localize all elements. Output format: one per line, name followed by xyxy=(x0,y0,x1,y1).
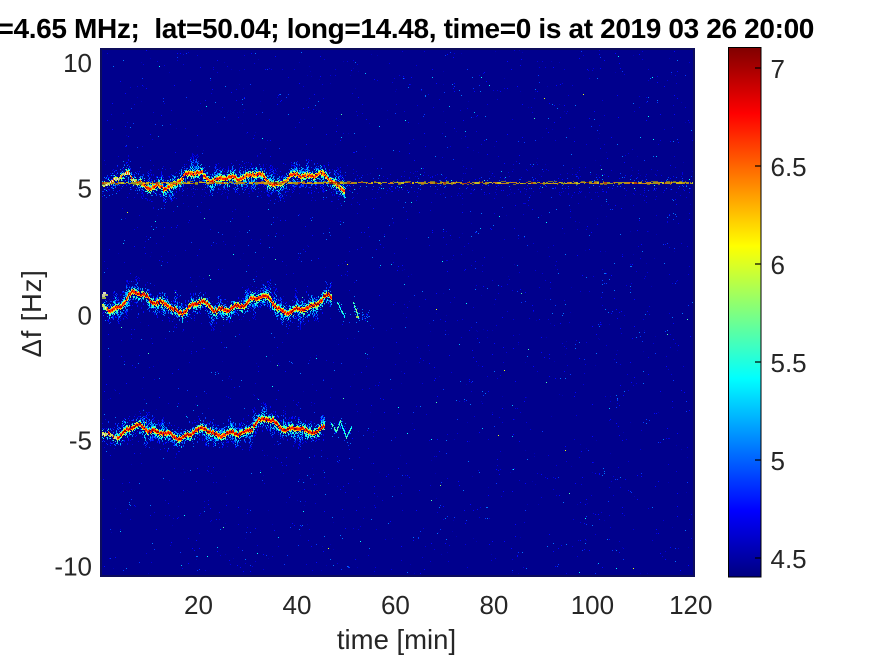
svg-text:-5: -5 xyxy=(69,426,92,456)
svg-text:=4.65 MHz; lat=50.04; long=14: =4.65 MHz; lat=50.04; long=14.48, time=0… xyxy=(0,13,814,44)
svg-text:60: 60 xyxy=(381,590,410,620)
svg-text:7: 7 xyxy=(771,54,785,84)
svg-text:40: 40 xyxy=(283,590,312,620)
svg-text:20: 20 xyxy=(184,590,213,620)
svg-text:-10: -10 xyxy=(54,552,92,582)
svg-text:5.5: 5.5 xyxy=(771,348,807,378)
svg-text:time [min]: time [min] xyxy=(337,624,456,655)
svg-text:80: 80 xyxy=(479,590,508,620)
svg-text:5: 5 xyxy=(771,446,785,476)
svg-text:120: 120 xyxy=(669,590,712,620)
svg-text:100: 100 xyxy=(571,590,614,620)
svg-text:Δf [Hz]: Δf [Hz] xyxy=(16,269,47,357)
svg-text:6.5: 6.5 xyxy=(771,152,807,182)
svg-text:5: 5 xyxy=(78,174,92,204)
svg-text:10: 10 xyxy=(63,48,92,78)
svg-text:4.5: 4.5 xyxy=(771,544,807,574)
svg-text:0: 0 xyxy=(78,300,92,330)
svg-text:6: 6 xyxy=(771,250,785,280)
